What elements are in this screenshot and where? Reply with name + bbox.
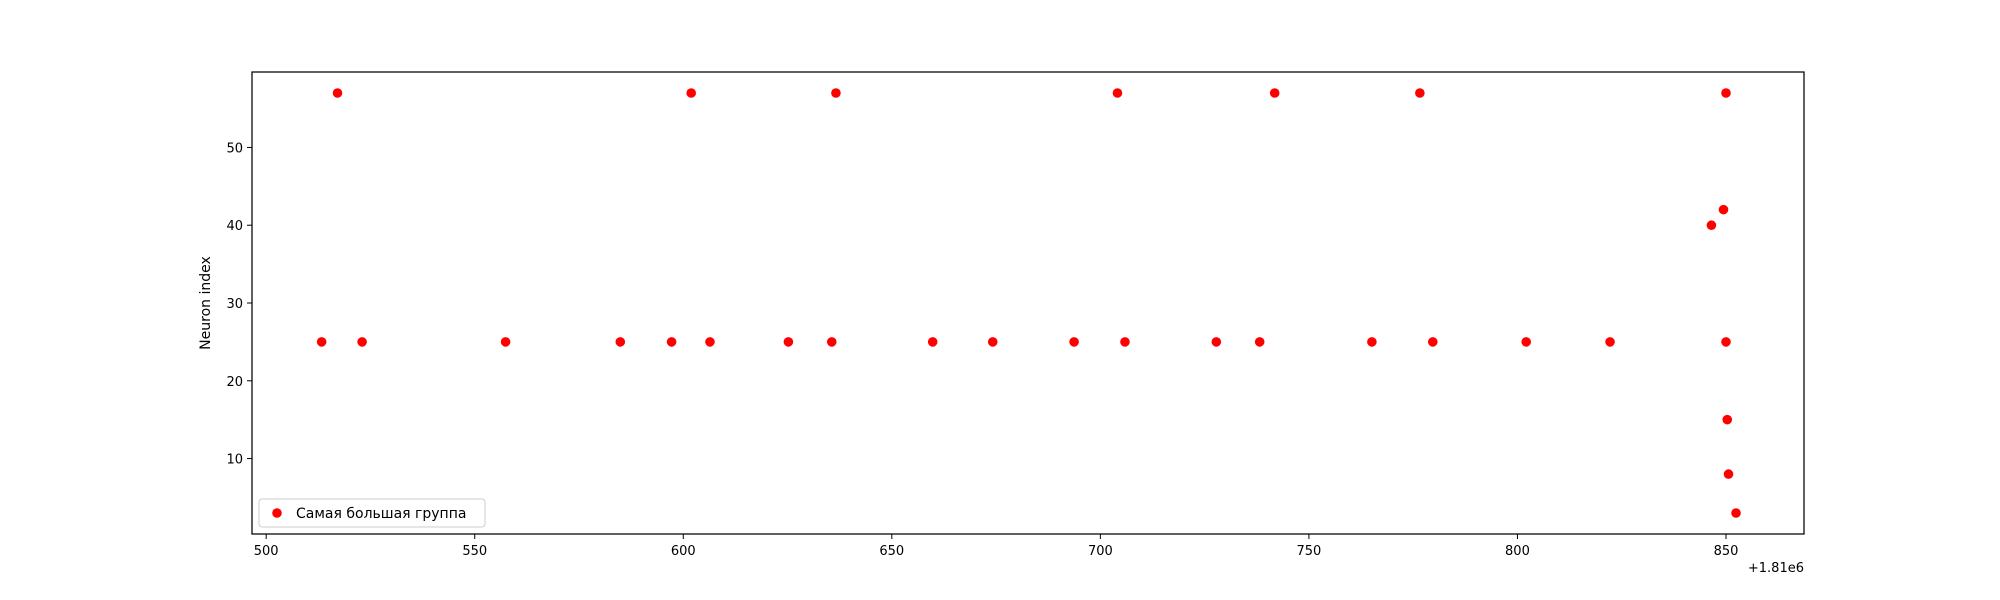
legend-box: [258, 498, 486, 528]
data-point: [1269, 88, 1280, 98]
x-tick-label: 800: [1505, 544, 1530, 559]
data-point: [1367, 337, 1377, 347]
data-point: [332, 88, 343, 98]
data-point: [1721, 88, 1731, 98]
y-tick-label: 30: [226, 297, 243, 312]
data-point: [1731, 508, 1741, 518]
x-tick-label: 850: [1714, 544, 1739, 559]
x-tick-label: 700: [1088, 544, 1113, 559]
data-point: [357, 337, 367, 347]
data-point: [1254, 337, 1265, 347]
data-point: [1120, 337, 1130, 347]
data-point: [1415, 88, 1425, 98]
data-point: [826, 337, 837, 347]
data-point: [987, 337, 998, 347]
points-layer: [316, 88, 1741, 518]
y-axis-ticks: 10 20 30 40 50: [226, 141, 252, 468]
data-point: [1723, 469, 1734, 479]
legend-marker: [272, 508, 282, 518]
data-point: [1211, 337, 1222, 347]
x-tick-label: 650: [879, 544, 904, 559]
plot-area: 500 550 600 650 700 750 800 850 10 20 30 40 50: [226, 71, 1805, 559]
x-tick-label: 600: [671, 544, 696, 559]
data-point: [316, 337, 327, 347]
data-point: [831, 88, 841, 98]
y-axis-label: Neuron index: [198, 256, 214, 350]
data-point: [705, 337, 715, 347]
data-point: [1706, 220, 1717, 231]
data-point: [1112, 88, 1123, 98]
y-tick-label: 50: [226, 141, 243, 156]
x-tick-label: 750: [1296, 544, 1321, 559]
data-point: [500, 337, 511, 347]
x-tick-label: 500: [254, 544, 279, 559]
y-tick-label: 10: [226, 453, 243, 468]
x-axis-ticks: 500 550 600 650 700 750 800 850: [254, 534, 1739, 559]
data-point: [1605, 337, 1615, 347]
data-point: [783, 337, 794, 347]
data-point: [686, 88, 696, 98]
y-tick-label: 40: [226, 219, 243, 234]
data-point: [1427, 337, 1438, 347]
legend: Самая большая группа: [258, 498, 486, 528]
data-point: [1718, 204, 1729, 215]
x-tick-label: 550: [462, 544, 487, 559]
x-axis-offset-label: +1.81e6: [1748, 561, 1804, 576]
data-point: [666, 337, 677, 347]
y-tick-label: 20: [226, 375, 243, 390]
data-point: [1069, 337, 1079, 347]
data-point: [1521, 337, 1532, 347]
legend-label: Самая большая группа: [296, 506, 466, 522]
data-point: [1722, 414, 1733, 425]
data-point: [615, 337, 626, 347]
data-point: [1721, 337, 1731, 347]
data-point: [927, 337, 938, 347]
